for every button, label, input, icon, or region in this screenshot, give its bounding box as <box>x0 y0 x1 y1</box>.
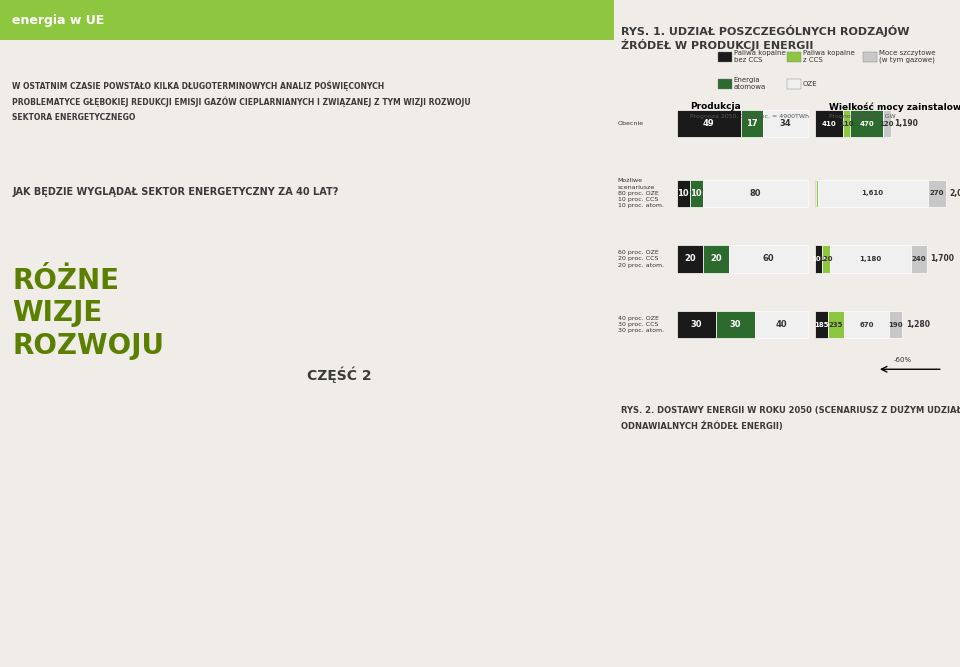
Text: RÓŻNE
WIZJE
ROZWOJU: RÓŻNE WIZJE ROZWOJU <box>12 267 164 360</box>
Text: 34: 34 <box>780 119 791 128</box>
Bar <box>818 179 927 207</box>
Text: 185: 185 <box>814 321 828 327</box>
Bar <box>816 179 818 207</box>
Bar <box>829 245 911 273</box>
Text: 235: 235 <box>828 321 843 327</box>
Bar <box>822 245 829 273</box>
Text: PROBLEMATYCE GŁĘBOKIEJ REDUKCJI EMISJI GAZÓW CIEPLARNIANYCH I ZWIĄZANEJ Z TYM WI: PROBLEMATYCE GŁĘBOKIEJ REDUKCJI EMISJI G… <box>12 97 471 107</box>
Bar <box>677 110 741 137</box>
Text: 40 proc. OZE
30 proc. CCS
30 proc. atom.: 40 proc. OZE 30 proc. CCS 30 proc. atom. <box>618 316 664 334</box>
Bar <box>911 245 927 273</box>
Bar <box>815 311 828 338</box>
Text: SEKTORA ENERGETYCZNEGO: SEKTORA ENERGETYCZNEGO <box>12 113 135 122</box>
Bar <box>851 110 882 137</box>
Bar <box>756 311 808 338</box>
Text: OZE: OZE <box>803 81 817 87</box>
Text: Energia
atomowa: Energia atomowa <box>733 77 766 90</box>
Bar <box>703 245 730 273</box>
Bar <box>844 311 890 338</box>
Text: 60: 60 <box>763 255 775 263</box>
Text: 120: 120 <box>879 121 894 127</box>
Text: Produkcja: Produkcja <box>690 102 741 111</box>
Text: 1,180: 1,180 <box>859 256 881 262</box>
Text: 10: 10 <box>690 189 702 197</box>
Text: CZĘŚĆ 2: CZĘŚĆ 2 <box>307 367 372 384</box>
Text: energia w UE: energia w UE <box>12 13 105 27</box>
Text: 60 proc. OZE
20 proc. CCS
20 proc. atom.: 60 proc. OZE 20 proc. CCS 20 proc. atom. <box>618 250 664 267</box>
Text: 1,610: 1,610 <box>862 190 884 196</box>
Text: Obecnie: Obecnie <box>618 121 644 126</box>
Bar <box>882 110 891 137</box>
Text: 270: 270 <box>929 190 945 196</box>
Bar <box>927 179 947 207</box>
Text: Prognoza 2050 w GW: Prognoza 2050 w GW <box>828 114 896 119</box>
Text: Wielkość mocy zainstalowanych: Wielkość mocy zainstalowanych <box>828 102 960 112</box>
Text: 1,700: 1,700 <box>930 255 954 263</box>
Text: 410: 410 <box>822 121 836 127</box>
Bar <box>890 311 902 338</box>
Text: Paliwa kopalne
z CCS: Paliwa kopalne z CCS <box>803 50 854 63</box>
Bar <box>863 52 877 62</box>
Text: 120: 120 <box>819 256 833 262</box>
Bar <box>741 110 763 137</box>
Text: 30: 30 <box>730 320 741 329</box>
Bar <box>677 311 716 338</box>
Bar <box>716 311 756 338</box>
Text: 110: 110 <box>839 121 854 127</box>
Text: 2,020: 2,020 <box>949 189 960 197</box>
Text: 670: 670 <box>859 321 874 327</box>
Text: RYS. 2. DOSTAWY ENERGII W ROKU 2050 (SCENARIUSZ Z DUŻYM UDZIAŁEM: RYS. 2. DOSTAWY ENERGII W ROKU 2050 (SCE… <box>621 406 960 414</box>
Bar <box>703 179 808 207</box>
Text: Prognoza 2050, 100 proc. = 4900TWh: Prognoza 2050, 100 proc. = 4900TWh <box>690 114 809 119</box>
Text: 10: 10 <box>678 189 689 197</box>
Text: Moce szczytowe
(w tym gazowe): Moce szczytowe (w tym gazowe) <box>878 50 935 63</box>
Text: 49: 49 <box>703 119 714 128</box>
Text: Możliwe
scenariusze
80 proc. OZE
10 proc. CCS
10 proc. atom.: Możliwe scenariusze 80 proc. OZE 10 proc… <box>618 178 664 208</box>
Bar <box>718 79 732 89</box>
Text: 20: 20 <box>710 255 722 263</box>
Text: 20: 20 <box>684 255 696 263</box>
Bar <box>677 179 689 207</box>
Bar <box>828 311 844 338</box>
Bar <box>787 52 801 62</box>
Text: W OSTATNIM CZASIE POWSTAŁO KILKA DŁUGOTERMINOWYCH ANALIZ POŚWIĘCONYCH: W OSTATNIM CZASIE POWSTAŁO KILKA DŁUGOTE… <box>12 80 385 91</box>
Text: 1,190: 1,190 <box>895 119 918 128</box>
Text: -60%: -60% <box>894 357 912 362</box>
Text: 190: 190 <box>889 321 903 327</box>
Text: 30: 30 <box>690 320 702 329</box>
Bar <box>843 110 851 137</box>
Text: Paliwa kopalne
bez CCS: Paliwa kopalne bez CCS <box>733 50 785 63</box>
Bar <box>677 245 703 273</box>
Bar <box>0 0 614 40</box>
Bar <box>718 52 732 62</box>
Bar <box>815 245 822 273</box>
Text: 1,280: 1,280 <box>906 320 930 329</box>
Text: 100: 100 <box>811 256 826 262</box>
Text: RYS. 1. UDZIAŁ POSZCZEGÓLNYCH RODZAJÓW ŹRÓDEŁ W PRODUKCJI ENERGII: RYS. 1. UDZIAŁ POSZCZEGÓLNYCH RODZAJÓW Ź… <box>621 25 910 51</box>
Bar <box>787 79 801 89</box>
Bar <box>730 245 808 273</box>
Bar <box>815 179 816 207</box>
Text: 80: 80 <box>750 189 761 197</box>
Text: JAK BĘDZIE WYGLĄDAŁ SEKTOR ENERGETYCZNY ZA 40 LAT?: JAK BĘDZIE WYGLĄDAŁ SEKTOR ENERGETYCZNY … <box>12 187 339 197</box>
Bar <box>763 110 808 137</box>
Text: 240: 240 <box>912 256 926 262</box>
Text: ODNAWIALNYCH ŹRÓDEŁ ENERGII): ODNAWIALNYCH ŹRÓDEŁ ENERGII) <box>621 422 783 431</box>
Text: 40: 40 <box>776 320 787 329</box>
Text: 17: 17 <box>746 119 758 128</box>
Text: 470: 470 <box>859 121 874 127</box>
Bar <box>815 110 843 137</box>
Bar <box>689 179 703 207</box>
